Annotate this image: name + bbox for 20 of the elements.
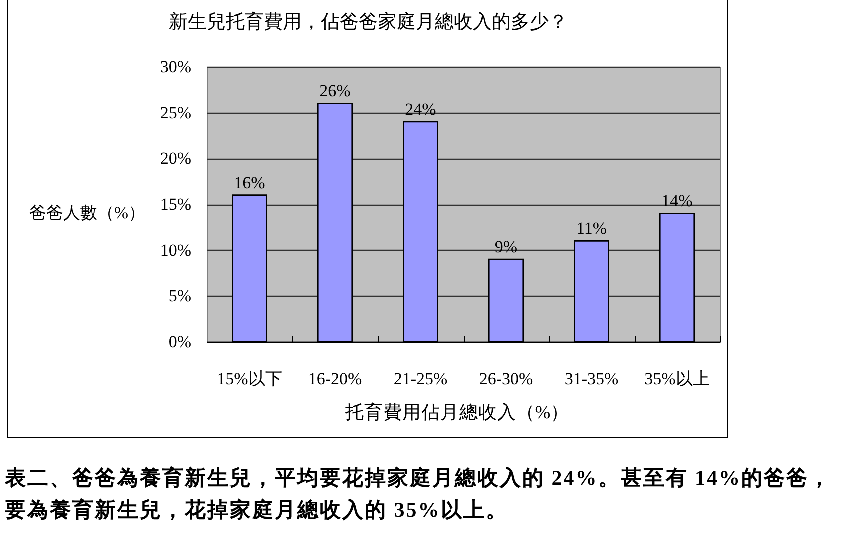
x-tick-label: 35%以上 — [644, 370, 710, 388]
y-tick-label: 30% — [160, 58, 192, 76]
data-label: 11% — [576, 219, 608, 238]
y-tick-label: 15% — [160, 195, 192, 214]
x-tick-label: 31-35% — [564, 370, 619, 388]
y-tick-label: 0% — [168, 332, 192, 352]
chart-title: 新生兒托育費用，佔爸爸家庭月總收入的多少？ — [169, 11, 568, 33]
y-tick-label: 25% — [160, 103, 192, 122]
y-tick-label: 10% — [160, 240, 192, 260]
x-axis-title: 托育費用佔月總收入（%） — [344, 402, 570, 424]
y-tick-label: 20% — [160, 149, 192, 168]
data-label: 16% — [234, 173, 266, 192]
x-tick-label: 15%以下 — [217, 370, 282, 388]
data-label: 26% — [320, 82, 351, 101]
x-tick-label: 16-20% — [308, 370, 362, 388]
text: 表二、爸爸為養育新生兒，平均要花掉家庭月總收入的 24%。甚至有 14%的爸爸，要為養育新生兒，花掉家庭月總收入的 35%以上。 — [5, 465, 832, 524]
x-tick-label: 26-30% — [479, 370, 534, 388]
y-tick-label: 5% — [168, 286, 192, 306]
x-tick-label: 21-25% — [394, 370, 448, 388]
y-axis-title: 爸爸人數（%） — [29, 204, 146, 222]
